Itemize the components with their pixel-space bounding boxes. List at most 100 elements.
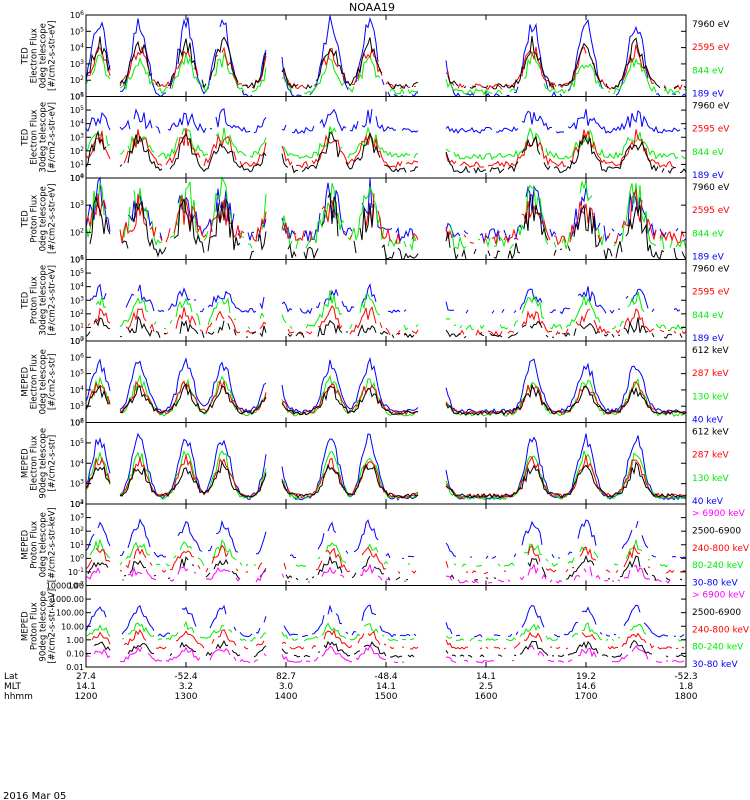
series-line (465, 309, 469, 314)
series-line (119, 297, 149, 328)
series-line (385, 578, 391, 581)
series-line (679, 556, 687, 559)
series-line (291, 125, 315, 134)
y-axis-label-line: Electron Flux (30, 28, 40, 83)
series-line (609, 309, 615, 314)
y-tick-label: 0.01 (66, 663, 84, 672)
series-line (459, 161, 485, 168)
series-7-1 (85, 563, 671, 584)
series-line (501, 308, 505, 313)
series-line (453, 127, 543, 161)
series-line (311, 644, 317, 649)
y-tick-label: 102 (70, 418, 84, 428)
series-line (445, 329, 461, 338)
series-line (395, 576, 401, 581)
series-line (553, 241, 557, 248)
series-7-4 (89, 538, 669, 568)
series-line (203, 230, 209, 241)
series-line (349, 633, 361, 641)
series-line (387, 576, 391, 580)
series-line (623, 569, 631, 579)
series-line (485, 646, 489, 649)
series-line (553, 249, 557, 256)
y-axis-label-line: MEPED (21, 529, 31, 559)
series-line (567, 108, 681, 134)
series-line (395, 233, 401, 245)
series-line (665, 577, 671, 581)
series-line (395, 226, 415, 243)
series-line (623, 308, 655, 333)
series-line (205, 651, 213, 656)
legend-entry: 130 keV (692, 392, 729, 402)
series-line (85, 131, 103, 152)
legend-entry: 2595 eV (692, 288, 730, 298)
series-line (379, 330, 389, 335)
series-line (157, 86, 169, 94)
series-line (311, 576, 315, 579)
series-line (589, 566, 593, 577)
series-line (239, 658, 251, 664)
series-line (299, 307, 313, 315)
series-line (93, 307, 111, 325)
series-line (391, 334, 395, 339)
series-line (287, 328, 295, 334)
series-line (651, 308, 655, 313)
series-line (315, 37, 383, 87)
legend-entry: 80-240 keV (692, 643, 744, 653)
series-line (305, 331, 313, 335)
series-line (445, 153, 457, 165)
series-line (355, 16, 379, 83)
series-line (667, 167, 676, 174)
series-line (325, 547, 351, 573)
series-line (90, 283, 107, 300)
series-4-4 (90, 282, 681, 315)
x-row-value: 3.2 (179, 682, 193, 692)
series-line (327, 192, 339, 237)
y-axis-label-line: MEPED (21, 611, 31, 641)
series-line (387, 91, 391, 97)
series-line (281, 77, 293, 94)
series-line (477, 238, 481, 241)
series-line (517, 184, 549, 245)
series-line (613, 57, 657, 95)
series-line (529, 320, 543, 329)
y-tick-label: 1.00 (66, 636, 84, 645)
series-line (173, 198, 205, 253)
series-line (281, 450, 419, 501)
series-line (523, 631, 543, 642)
series-line (485, 555, 489, 559)
series-line (403, 309, 407, 312)
y-axis-label: TED Proton Flux 30deg telescope [#/cm2-s-st… (21, 265, 58, 336)
series-line (545, 128, 595, 160)
series-line (251, 67, 267, 93)
series-line (655, 660, 663, 663)
series-line (87, 46, 111, 77)
series-line (179, 541, 193, 550)
series-line (507, 579, 511, 582)
series-line (407, 89, 419, 95)
series-line (493, 634, 501, 637)
series-line (495, 126, 519, 133)
series-line (657, 646, 673, 650)
series-line (545, 568, 557, 573)
series-line (513, 320, 519, 327)
series-line (673, 247, 679, 260)
series-line (397, 571, 401, 574)
y-axis-label-line: TED (21, 291, 31, 310)
series-line (671, 660, 685, 663)
series-line (403, 324, 409, 331)
series-line (201, 331, 205, 338)
series-line (493, 250, 501, 259)
series-line (179, 641, 197, 653)
series-line (121, 240, 129, 249)
series-line (567, 557, 575, 564)
y-axis-label: TED Electron Flux 0deg telescope [#/cm2-s-s… (21, 21, 58, 91)
series-line (671, 93, 676, 95)
series-line (463, 234, 467, 238)
series-line (287, 333, 293, 338)
series-line (553, 134, 659, 173)
series-line (159, 232, 163, 241)
x-row-value: -52.4 (174, 672, 198, 682)
series-line (199, 308, 205, 313)
series-7-2 (87, 554, 683, 581)
